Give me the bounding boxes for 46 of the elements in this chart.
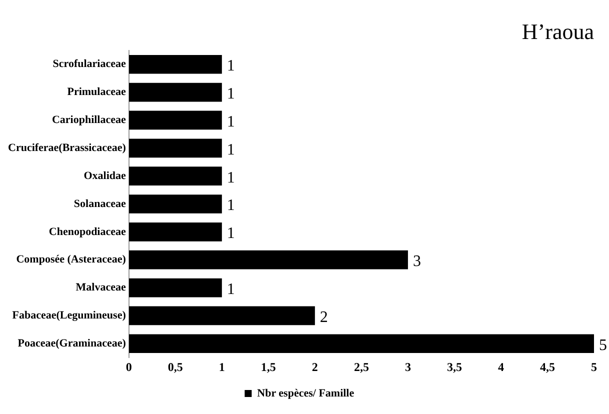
bar [128,166,222,186]
y-tick-label: Malvaceae [76,282,126,294]
x-tick-label: 2,5 [354,360,369,374]
data-label: 1 [226,169,235,186]
bar [128,194,222,214]
bar [128,54,222,74]
bar [128,306,315,326]
data-label: 1 [226,280,235,298]
y-tick-label: Poaceae(Graminaceae) [18,337,126,350]
x-tick-label: 0 [126,360,132,374]
bar [128,82,222,102]
chart-title: H’raoua [522,18,594,44]
x-tick-label: 2 [312,360,318,374]
data-label: 1 [226,141,235,158]
bar [128,138,222,158]
x-tick-label: 0,5 [168,360,183,374]
x-tick-label: 3 [404,360,411,374]
x-tick-label: 4 [498,360,504,374]
bar [128,250,408,270]
data-label: 2 [320,308,328,326]
bar [128,334,594,354]
legend-label: Nbr espèces/ Famille [257,387,354,400]
y-tick-label: Oxalidae [84,170,126,182]
data-label: 5 [599,336,607,354]
x-tick-label: 1 [218,360,225,374]
x-tick-label: 3,5 [446,360,462,374]
bar [128,110,222,130]
y-tick-label: Scrofulariaceae [52,58,126,70]
data-label: 1 [226,197,235,214]
x-tick-label: 5 [591,360,597,374]
bar [128,278,222,298]
data-label: 1 [226,85,235,102]
data-label: 3 [412,253,421,270]
x-tick-label: 1,5 [260,360,276,374]
data-label: 1 [226,113,235,130]
data-label: 1 [226,58,235,75]
y-tick-label: Composée (Asteraceae) [16,254,126,266]
x-tick-label: 4,5 [540,360,555,374]
y-tick-label: Cariophillaceae [52,114,126,126]
bar [128,222,222,242]
y-tick-label: Cruciferae(Brassicaceae) [8,142,126,154]
y-tick-label: Solanaceae [74,198,126,210]
y-tick-label: Chenopodiaceae [48,226,126,238]
y-tick-label: Fabaceae(Legumineuse) [12,310,126,322]
data-label: 1 [226,225,235,242]
y-tick-label: Primulaceae [67,86,126,98]
